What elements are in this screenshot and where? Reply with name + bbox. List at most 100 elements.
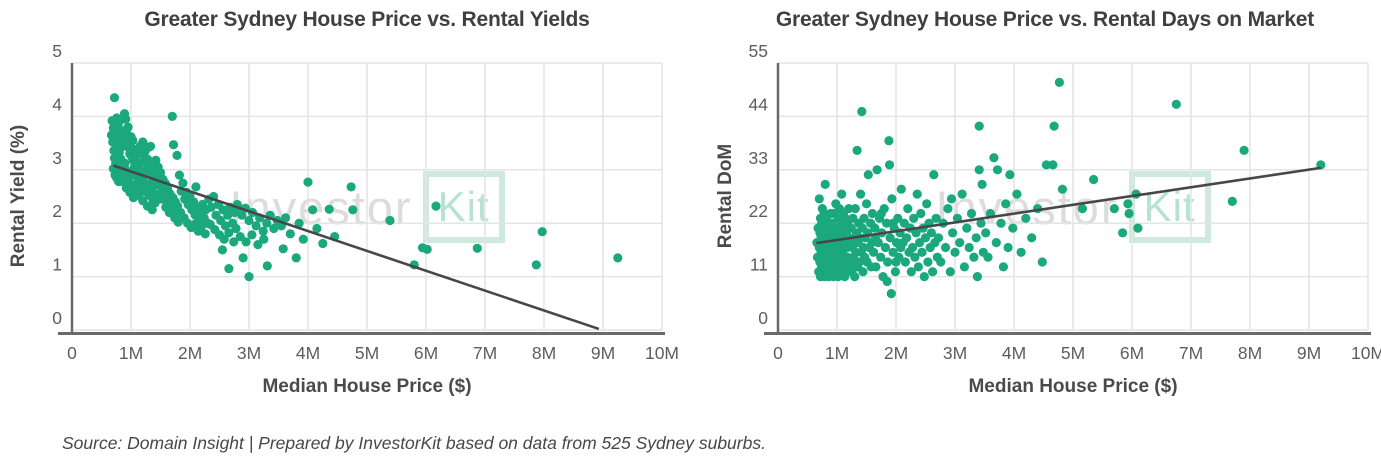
scatter-point xyxy=(120,158,130,168)
trend-line xyxy=(112,164,600,331)
scatter-point xyxy=(235,232,245,242)
scatter-point xyxy=(876,208,886,219)
scatter-points xyxy=(812,77,1326,299)
scatter-point xyxy=(998,262,1008,272)
scatter-point xyxy=(1171,99,1181,109)
scatter-point xyxy=(882,276,892,287)
y-tick-label: 5 xyxy=(52,41,62,61)
scatter-point xyxy=(955,238,965,248)
x-tick-label: 4M xyxy=(296,343,320,363)
scatter-point xyxy=(132,190,142,200)
scatter-point xyxy=(857,106,867,117)
scatter-point xyxy=(324,204,334,214)
y-tick-label: 44 xyxy=(749,94,769,114)
x-tick-label: 0 xyxy=(773,343,783,363)
scatter-point xyxy=(1027,233,1037,243)
scatter-point xyxy=(972,272,982,282)
scatter-point xyxy=(1005,170,1015,180)
scatter-point xyxy=(981,228,991,238)
scatter-point xyxy=(983,252,993,262)
scatter-point xyxy=(856,189,866,199)
scatter-point xyxy=(992,165,1003,175)
scatter-point xyxy=(298,234,308,244)
scatter-point xyxy=(1037,257,1047,267)
scatter-point xyxy=(206,202,216,212)
scatter-point xyxy=(238,253,248,263)
scatter-point xyxy=(229,237,239,247)
scatter-point xyxy=(946,194,957,204)
scatter-point xyxy=(923,257,933,267)
scatter-point xyxy=(197,221,207,231)
scatter-point xyxy=(913,262,923,272)
scatter-point xyxy=(613,253,623,263)
scatter-point xyxy=(1003,242,1013,253)
scatter-point xyxy=(844,204,854,214)
scatter-point xyxy=(1016,247,1026,257)
scatter-point xyxy=(870,223,880,233)
x-tick-label: 6M xyxy=(414,343,438,363)
chart-rental-dom: Greater Sydney House Price vs. Rental Da… xyxy=(690,0,1381,410)
x-tick-label: 1M xyxy=(825,343,849,363)
scatter-point xyxy=(174,170,184,180)
y-tick-label: 22 xyxy=(749,201,768,221)
scatter-point xyxy=(1012,189,1022,199)
scatter-point xyxy=(1123,199,1133,209)
scatter-point xyxy=(431,201,441,211)
scatter-point xyxy=(111,141,121,151)
x-tick-label: 0 xyxy=(67,343,77,363)
scatter-point xyxy=(945,267,955,277)
scatter-point xyxy=(911,228,921,238)
x-tick-label: 9M xyxy=(591,343,615,363)
scatter-point xyxy=(145,141,156,151)
scatter-point xyxy=(138,137,148,147)
x-tick-labels: 0 1M 2M 3M 4M 5M 6M 7M 8M 9M 10M xyxy=(67,343,679,363)
scatter-point xyxy=(971,233,981,243)
scatter-point xyxy=(168,140,179,150)
scatter-point xyxy=(974,121,984,131)
x-tick-label: 2M xyxy=(884,343,908,363)
scatter-point xyxy=(977,179,987,189)
scatter-point xyxy=(348,205,358,215)
scatter-point xyxy=(1008,223,1018,233)
gridlines xyxy=(777,62,1369,331)
scatter-point xyxy=(891,257,901,267)
scatter-point xyxy=(537,227,547,237)
scatter-point xyxy=(278,244,288,254)
y-tick-label: 2 xyxy=(52,201,62,221)
scatter-point xyxy=(887,194,897,204)
scatter-point xyxy=(217,245,227,255)
scatter-point xyxy=(928,267,938,277)
scatter-point xyxy=(941,242,951,253)
scatter-point xyxy=(128,135,138,145)
scatter-point xyxy=(974,165,984,175)
scatter-point xyxy=(948,228,958,238)
scatter-point xyxy=(907,242,918,253)
scatter-point xyxy=(931,213,941,223)
scatter-point xyxy=(531,260,541,270)
scatter-point xyxy=(303,177,313,187)
scatter-point xyxy=(883,257,893,267)
x-tick-label: 7M xyxy=(473,343,497,363)
scatter-plot-yields: 0 1M 2M 3M 4M 5M 6M 7M 8M 9M 10M 0 1 2 3 4 5 xyxy=(52,41,679,363)
scatter-point xyxy=(863,170,873,180)
scatter-point xyxy=(1124,208,1134,219)
scatter-point xyxy=(151,155,161,165)
scatter-point xyxy=(157,194,167,204)
y-axis-title-yields: Rental Yield (%) xyxy=(8,124,29,268)
scatter-point xyxy=(262,261,272,271)
scatter-point xyxy=(976,218,986,228)
scatter-point xyxy=(989,153,999,163)
scatter-point xyxy=(281,213,291,223)
scatter-point xyxy=(957,189,967,199)
x-tick-label: 9M xyxy=(1297,343,1321,363)
scatter-point xyxy=(190,219,200,229)
scatter-point xyxy=(933,233,944,243)
scatter-point xyxy=(262,218,272,228)
y-tick-label: 1 xyxy=(52,255,62,275)
y-tick-label: 0 xyxy=(52,308,62,328)
scatter-point xyxy=(422,244,432,254)
scatter-point xyxy=(1054,77,1064,87)
chart-rental-yields: Greater Sydney House Price vs. Rental Yi… xyxy=(0,0,690,410)
scatter-point xyxy=(224,228,234,238)
